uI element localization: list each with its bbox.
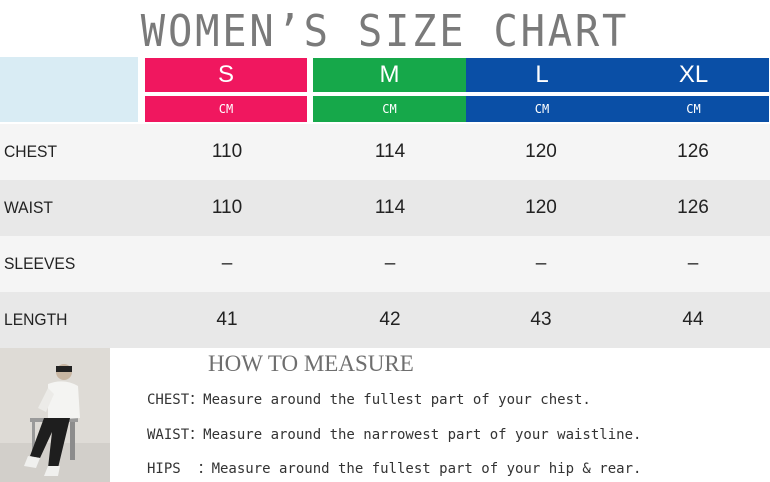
row-label: SLEEVES	[4, 254, 76, 273]
unit-header-s: CM	[145, 96, 307, 122]
model-photo	[0, 348, 110, 482]
cell-value: 120	[525, 141, 557, 162]
cell-value: 114	[374, 197, 406, 218]
measure-chest: CHEST：Measure around the fullest part of…	[147, 392, 591, 408]
cell-value: 126	[677, 197, 709, 218]
size-header-m: M	[313, 58, 466, 92]
cell-value: 41	[216, 309, 238, 330]
cell-value: –	[687, 253, 699, 274]
cell-value: –	[535, 253, 547, 274]
unit-header-l: CM	[466, 96, 618, 122]
row-label: CHEST	[4, 142, 58, 161]
cell-value: 43	[530, 309, 552, 330]
measure-hips: HIPS ：Measure around the fullest part of…	[147, 461, 642, 477]
table-row-length: LENGTH 41 42 43 44	[0, 292, 770, 348]
size-header-xl: XL	[618, 58, 769, 92]
cell-value: 42	[379, 309, 401, 330]
table-row-sleeves: SLEEVES – – – –	[0, 236, 770, 292]
cell-value: –	[221, 253, 233, 274]
cell-value: 126	[677, 141, 709, 162]
size-header-l: L	[466, 58, 618, 92]
unit-header-xl: CM	[618, 96, 769, 122]
row-label: WAIST	[4, 198, 53, 217]
table-row-chest: CHEST 110 114 120 126	[0, 124, 770, 180]
cell-value: 114	[374, 141, 406, 162]
header-blank-cell	[0, 57, 138, 122]
cell-value: 120	[525, 197, 557, 218]
cell-value: 110	[211, 197, 243, 218]
cell-value: –	[384, 253, 396, 274]
unit-header-m: CM	[313, 96, 466, 122]
measure-waist: WAIST：Measure around the narrowest part …	[147, 427, 642, 443]
chart-title: WOMEN’S SIZE CHART	[140, 6, 630, 57]
table-row-waist: WAIST 110 114 120 126	[0, 180, 770, 236]
cell-value: 110	[211, 141, 243, 162]
cell-value: 44	[682, 309, 704, 330]
measure-title: HOW TO MEASURE	[208, 351, 414, 376]
row-label: LENGTH	[4, 310, 68, 329]
size-header-s: S	[145, 58, 307, 92]
